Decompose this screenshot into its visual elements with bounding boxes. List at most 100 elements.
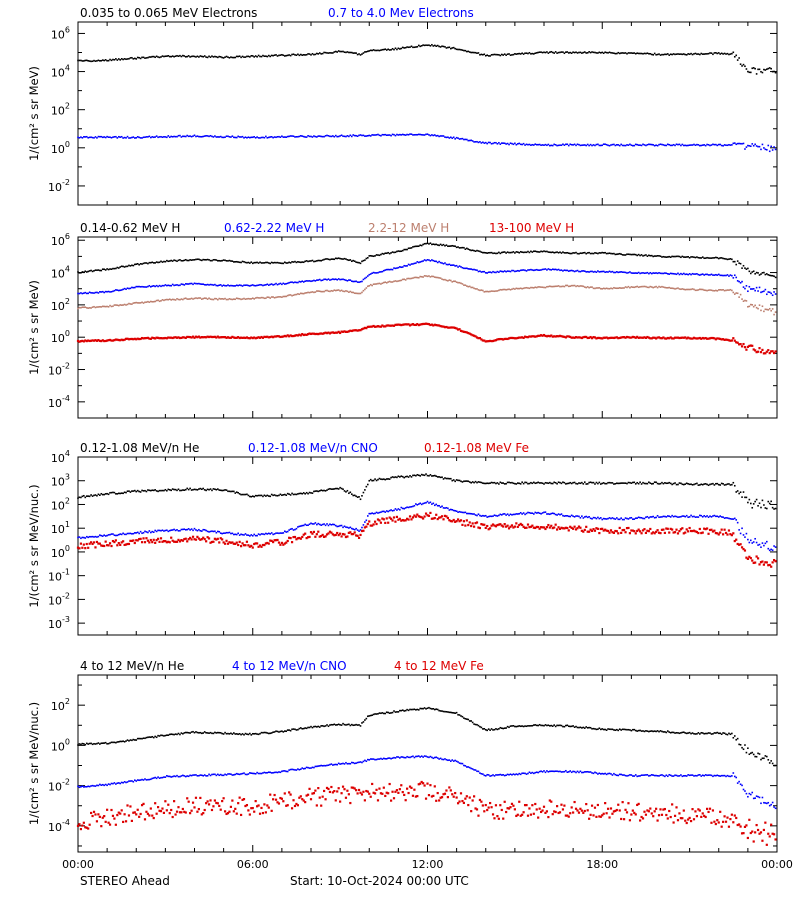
data-point [206, 56, 209, 59]
data-point [85, 307, 88, 309]
data-point [390, 134, 392, 137]
y-tick-label: 104 [51, 449, 70, 465]
data-point [202, 283, 205, 286]
data-point [409, 264, 411, 266]
data-point [167, 298, 170, 301]
data-point [254, 284, 257, 287]
data-point [378, 325, 381, 328]
data-point [642, 517, 644, 520]
data-point [738, 492, 740, 495]
data-point [419, 261, 422, 263]
data-point [263, 335, 266, 338]
data-point [602, 52, 605, 55]
data-point [576, 726, 579, 729]
data-point [463, 717, 465, 719]
data-point [700, 337, 703, 340]
data-point [321, 259, 324, 261]
data-point [529, 335, 532, 338]
data-point [423, 502, 426, 504]
data-point [448, 477, 451, 480]
data-point [735, 341, 738, 344]
data-point [452, 264, 455, 266]
data-point [235, 260, 238, 263]
data-point [757, 307, 759, 310]
data-point [723, 274, 726, 277]
data-point [123, 303, 126, 306]
data-point [164, 55, 167, 58]
data-point [519, 511, 522, 514]
data-point [410, 476, 413, 478]
data-point [212, 335, 215, 339]
data-point [88, 742, 91, 745]
data-point [625, 335, 629, 339]
data-point [94, 535, 97, 538]
data-point [521, 513, 523, 515]
data-point [85, 542, 88, 546]
data-point [557, 144, 560, 147]
data-point [763, 310, 765, 313]
data-point [324, 258, 327, 260]
data-point [327, 278, 330, 280]
data-point [306, 536, 310, 539]
data-point [749, 288, 752, 290]
data-point [356, 534, 359, 537]
data-point [624, 482, 627, 484]
data-point [688, 337, 691, 340]
data-point [88, 270, 91, 272]
data-point [524, 287, 526, 289]
data-point [104, 535, 107, 537]
data-point [393, 251, 395, 254]
data-point [297, 281, 299, 284]
data-point [755, 306, 758, 309]
data-point [97, 135, 100, 138]
data-point [371, 479, 373, 482]
data-point [409, 46, 411, 48]
data-point [401, 507, 404, 510]
data-point [340, 535, 343, 538]
data-point [286, 334, 289, 337]
data-point [559, 251, 561, 254]
data-point [604, 287, 606, 290]
data-point [758, 286, 761, 289]
data-point [700, 273, 703, 276]
data-point [763, 290, 765, 293]
data-point [617, 287, 620, 290]
data-point [226, 336, 230, 339]
data-point [767, 144, 770, 147]
data-point [713, 529, 716, 532]
data-point [623, 271, 625, 274]
data-point [158, 261, 161, 264]
data-point [723, 144, 726, 146]
data-point [743, 346, 747, 349]
data-point [195, 258, 197, 261]
data-point [145, 537, 148, 540]
data-point [396, 280, 398, 283]
data-point [87, 270, 89, 273]
data-point [731, 258, 733, 261]
data-point [608, 336, 611, 340]
data-point [87, 339, 90, 342]
data-point [334, 533, 337, 537]
data-point [618, 144, 621, 147]
data-point [569, 515, 572, 518]
data-point [748, 305, 751, 308]
data-point [158, 529, 161, 532]
data-point [109, 533, 111, 536]
data-point [648, 286, 650, 289]
data-point [180, 528, 183, 531]
data-point [125, 740, 127, 742]
data-point [610, 271, 612, 273]
data-point [362, 52, 365, 54]
data-point [433, 474, 436, 477]
data-point [221, 489, 223, 492]
data-point [167, 734, 170, 736]
data-point [592, 287, 595, 290]
data-point [208, 297, 210, 300]
data-point [171, 283, 174, 286]
data-point [164, 540, 167, 543]
data-point [176, 489, 178, 492]
data-point [477, 289, 480, 291]
data-point [125, 288, 127, 291]
data-point [672, 482, 675, 485]
